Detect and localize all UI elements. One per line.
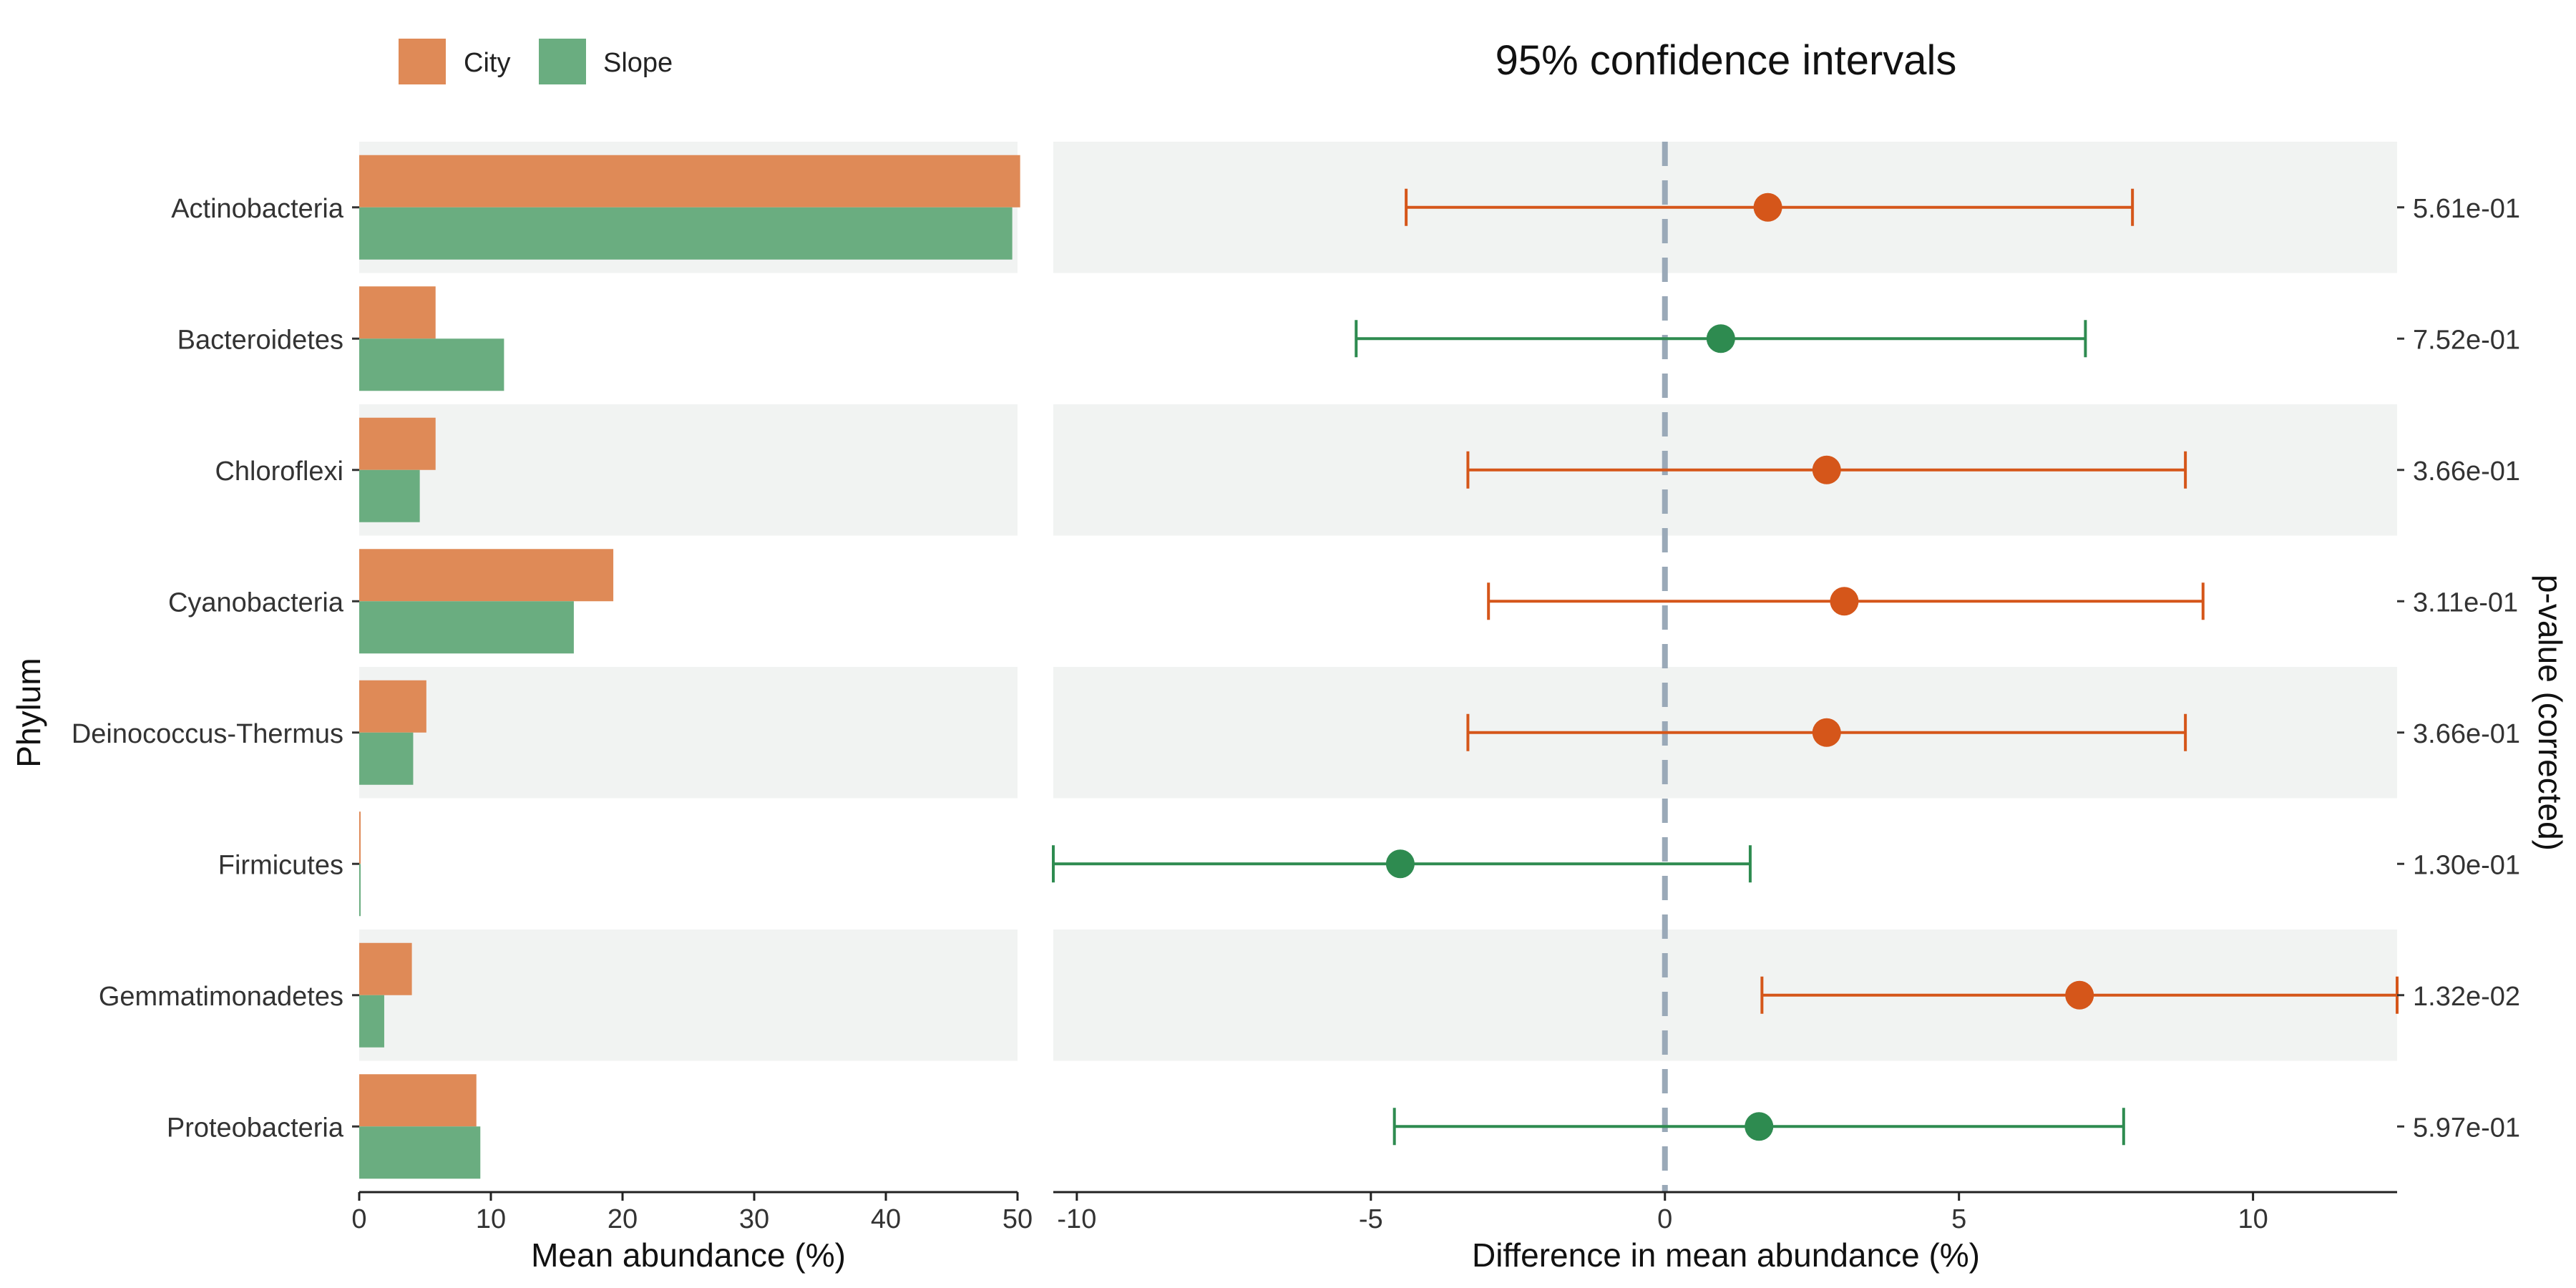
legend-label-slope: Slope	[603, 48, 673, 78]
estimate-point-deinococcus-thermus	[1812, 718, 1841, 747]
category-label-chloroflexi: Chloroflexi	[215, 457, 343, 487]
category-label-bacteroidetes: Bacteroidetes	[177, 325, 343, 355]
bar-city-proteobacteria	[359, 1074, 477, 1127]
category-label-gemmatimonadetes: Gemmatimonadetes	[99, 982, 343, 1012]
bar-city-chloroflexi	[359, 417, 436, 470]
pvalue-label-firmicutes: 1.30e-01	[2413, 850, 2520, 880]
pvalue-label-bacteroidetes: 7.52e-01	[2413, 325, 2520, 355]
category-labels: Actinobacteria Bacteroidetes Chloroflexi Cy…	[72, 194, 359, 1143]
estimate-point-cyanobacteria	[1830, 587, 1859, 616]
pvalue-label-cyanobacteria: 3.11e-01	[2413, 587, 2518, 618]
right-axis-tick-label: 5	[1951, 1204, 1966, 1234]
legend-swatch-slope	[539, 39, 586, 84]
pvalue-label-chloroflexi: 3.66e-01	[2413, 457, 2520, 487]
right-chart-title: 95% confidence intervals	[1496, 37, 1957, 84]
pvalue-label-gemmatimonadetes: 1.32e-02	[2413, 982, 2520, 1012]
left-axis-tick-label: 20	[608, 1204, 638, 1234]
right-axis-tick-label: -10	[1057, 1204, 1096, 1234]
left-axis-tick-label: 50	[1002, 1204, 1033, 1234]
bar-city-deinococcus-thermus	[359, 680, 426, 733]
estimate-point-bacteroidetes	[1706, 324, 1735, 353]
pvalue-label-actinobacteria: 5.61e-01	[2413, 194, 2520, 224]
legend-label-city: City	[464, 48, 510, 78]
category-label-cyanobacteria: Cyanobacteria	[168, 587, 344, 618]
legend-swatch-city	[399, 39, 446, 84]
bar-slope-cyanobacteria	[359, 601, 574, 654]
bar-slope-gemmatimonadetes	[359, 995, 384, 1048]
left-x-axis: 0 10 20 30 40 50	[351, 1191, 1033, 1234]
bar-city-firmicutes	[359, 811, 361, 864]
bar-city-bacteroidetes	[359, 286, 436, 339]
pvalue-label-proteobacteria: 5.97e-01	[2413, 1113, 2520, 1143]
bar-slope-firmicutes	[359, 864, 361, 917]
bar-city-cyanobacteria	[359, 549, 614, 602]
pvalue-label-deinococcus-thermus: 3.66e-01	[2413, 719, 2520, 749]
category-label-firmicutes: Firmicutes	[218, 850, 343, 880]
left-row-band	[359, 404, 1018, 536]
right-axis-tick-label: 0	[1657, 1204, 1672, 1234]
bar-city-actinobacteria	[359, 155, 1020, 208]
pvalue-axis-label: p-value (corrected)	[2532, 575, 2569, 851]
error-bars	[1052, 188, 2399, 1146]
estimate-point-gemmatimonadetes	[2065, 980, 2094, 1010]
category-label-deinococcus-thermus: Deinococcus-Thermus	[72, 719, 343, 749]
left-row-band	[359, 667, 1018, 799]
bar-city-gemmatimonadetes	[359, 942, 412, 995]
bar-slope-proteobacteria	[359, 1126, 481, 1179]
category-label-proteobacteria: Proteobacteria	[167, 1113, 344, 1143]
estimate-point-chloroflexi	[1812, 455, 1841, 484]
left-axis-tick-label: 40	[871, 1204, 901, 1234]
estimate-point-firmicutes	[1385, 849, 1415, 879]
left-x-axis-label: Mean abundance (%)	[531, 1236, 846, 1274]
bar-slope-chloroflexi	[359, 469, 420, 522]
bar-slope-actinobacteria	[359, 207, 1013, 260]
right-x-axis: -10 -5 0 5 10	[1053, 1191, 2397, 1234]
legend: City Slope	[399, 39, 673, 84]
estimate-point-actinobacteria	[1753, 192, 1782, 222]
right-axis-tick-label: 10	[2238, 1204, 2268, 1234]
left-row-band	[359, 930, 1018, 1061]
right-axis-tick-label: -5	[1359, 1204, 1383, 1234]
category-label-actinobacteria: Actinobacteria	[171, 194, 344, 224]
left-axis-tick-label: 0	[351, 1204, 366, 1234]
left-axis-tick-label: 30	[739, 1204, 769, 1234]
pvalue-labels: 5.61e-01 7.52e-01 3.66e-01 3.11e-01 3.66e-01…	[2397, 194, 2520, 1143]
right-x-axis-label: Difference in mean abundance (%)	[1472, 1236, 1980, 1274]
bar-slope-bacteroidetes	[359, 338, 504, 391]
left-axis-tick-label: 10	[476, 1204, 506, 1234]
estimate-point-proteobacteria	[1745, 1112, 1774, 1141]
bar-slope-deinococcus-thermus	[359, 732, 414, 785]
bar-series	[359, 155, 1020, 1179]
y-axis-label: Phylum	[10, 658, 47, 767]
